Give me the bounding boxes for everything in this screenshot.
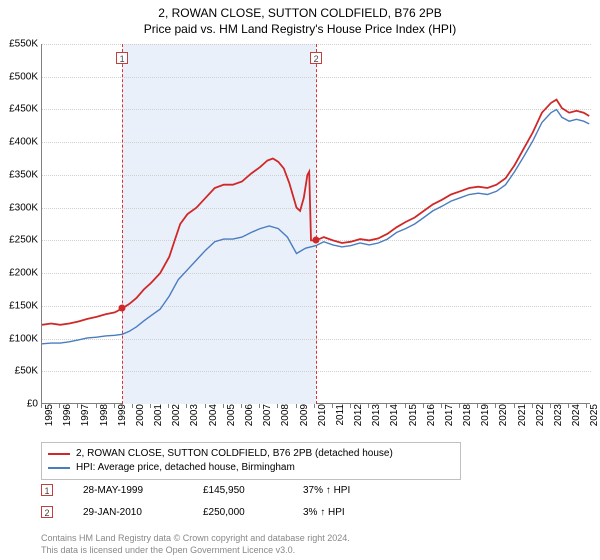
y-tick-label: £300K	[2, 202, 38, 213]
x-tick-label: 2000	[135, 404, 146, 434]
legend-label: HPI: Average price, detached house, Birm…	[76, 461, 295, 475]
footer-line: Contains HM Land Registry data © Crown c…	[41, 532, 581, 544]
sale-marker-icon: 2	[41, 506, 53, 518]
x-tick-label: 2007	[262, 404, 273, 434]
sale-diff: 3% ↑ HPI	[303, 507, 393, 518]
x-tick-label: 1995	[44, 404, 55, 434]
x-tick-label: 2006	[244, 404, 255, 434]
chart-subtitle: Price paid vs. HM Land Registry's House …	[0, 22, 600, 36]
x-tick-label: 1996	[62, 404, 73, 434]
chart-title: 2, ROWAN CLOSE, SUTTON COLDFIELD, B76 2P…	[0, 6, 600, 20]
x-tick-label: 2004	[208, 404, 219, 434]
sale-marker-icon: 2	[310, 52, 322, 64]
legend-swatch	[48, 453, 70, 455]
y-tick-label: £350K	[2, 169, 38, 180]
sale-point-icon	[313, 237, 320, 244]
sale-price: £250,000	[203, 507, 273, 518]
sale-date: 28-MAY-1999	[83, 485, 173, 496]
x-tick-label: 2005	[226, 404, 237, 434]
x-tick-label: 2008	[280, 404, 291, 434]
sale-row: 1 28-MAY-1999 £145,950 37% ↑ HPI	[41, 484, 571, 496]
legend-row: HPI: Average price, detached house, Birm…	[48, 461, 454, 475]
x-tick-label: 2023	[553, 404, 564, 434]
x-tick-label: 2010	[317, 404, 328, 434]
x-tick-label: 2003	[189, 404, 200, 434]
y-tick-label: £150K	[2, 300, 38, 311]
x-tick-label: 2018	[462, 404, 473, 434]
y-tick-label: £400K	[2, 137, 38, 148]
series-lines	[42, 44, 591, 404]
y-tick-label: £450K	[2, 104, 38, 115]
footer-line: This data is licensed under the Open Gov…	[41, 544, 581, 556]
legend: 2, ROWAN CLOSE, SUTTON COLDFIELD, B76 2P…	[41, 442, 461, 480]
sale-row: 2 29-JAN-2010 £250,000 3% ↑ HPI	[41, 506, 571, 518]
sale-price: £145,950	[203, 485, 273, 496]
sale-point-icon	[119, 305, 126, 312]
x-tick-label: 2014	[389, 404, 400, 434]
legend-row: 2, ROWAN CLOSE, SUTTON COLDFIELD, B76 2P…	[48, 447, 454, 461]
y-tick-label: £500K	[2, 71, 38, 82]
x-tick-label: 2019	[480, 404, 491, 434]
x-tick-label: 2002	[171, 404, 182, 434]
x-tick-label: 2015	[408, 404, 419, 434]
x-tick-label: 1999	[117, 404, 128, 434]
legend-label: 2, ROWAN CLOSE, SUTTON COLDFIELD, B76 2P…	[76, 447, 393, 461]
y-tick-label: £250K	[2, 235, 38, 246]
x-tick-label: 2022	[535, 404, 546, 434]
sale-marker-icon: 1	[41, 484, 53, 496]
x-tick-label: 2017	[444, 404, 455, 434]
sale-date: 29-JAN-2010	[83, 507, 173, 518]
y-tick-label: £100K	[2, 333, 38, 344]
x-tick-label: 2025	[589, 404, 600, 434]
x-tick-label: 2021	[517, 404, 528, 434]
x-tick-label: 1997	[80, 404, 91, 434]
sale-diff: 37% ↑ HPI	[303, 485, 393, 496]
y-tick-label: £50K	[2, 366, 38, 377]
sale-marker-icon: 1	[116, 52, 128, 64]
y-tick-label: £200K	[2, 268, 38, 279]
x-tick-label: 2009	[299, 404, 310, 434]
plot-area: 12	[41, 44, 590, 404]
x-tick-label: 2013	[371, 404, 382, 434]
x-tick-label: 2001	[153, 404, 164, 434]
series-line-price_paid	[42, 100, 589, 325]
footer-attribution: Contains HM Land Registry data © Crown c…	[41, 532, 581, 556]
x-tick-label: 2012	[353, 404, 364, 434]
x-tick-label: 2016	[426, 404, 437, 434]
legend-swatch	[48, 467, 70, 469]
y-tick-label: £550K	[2, 39, 38, 50]
x-tick-label: 2020	[498, 404, 509, 434]
y-tick-label: £0	[2, 399, 38, 410]
x-tick-label: 2024	[571, 404, 582, 434]
x-tick-label: 2011	[335, 404, 346, 434]
x-tick-label: 1998	[99, 404, 110, 434]
